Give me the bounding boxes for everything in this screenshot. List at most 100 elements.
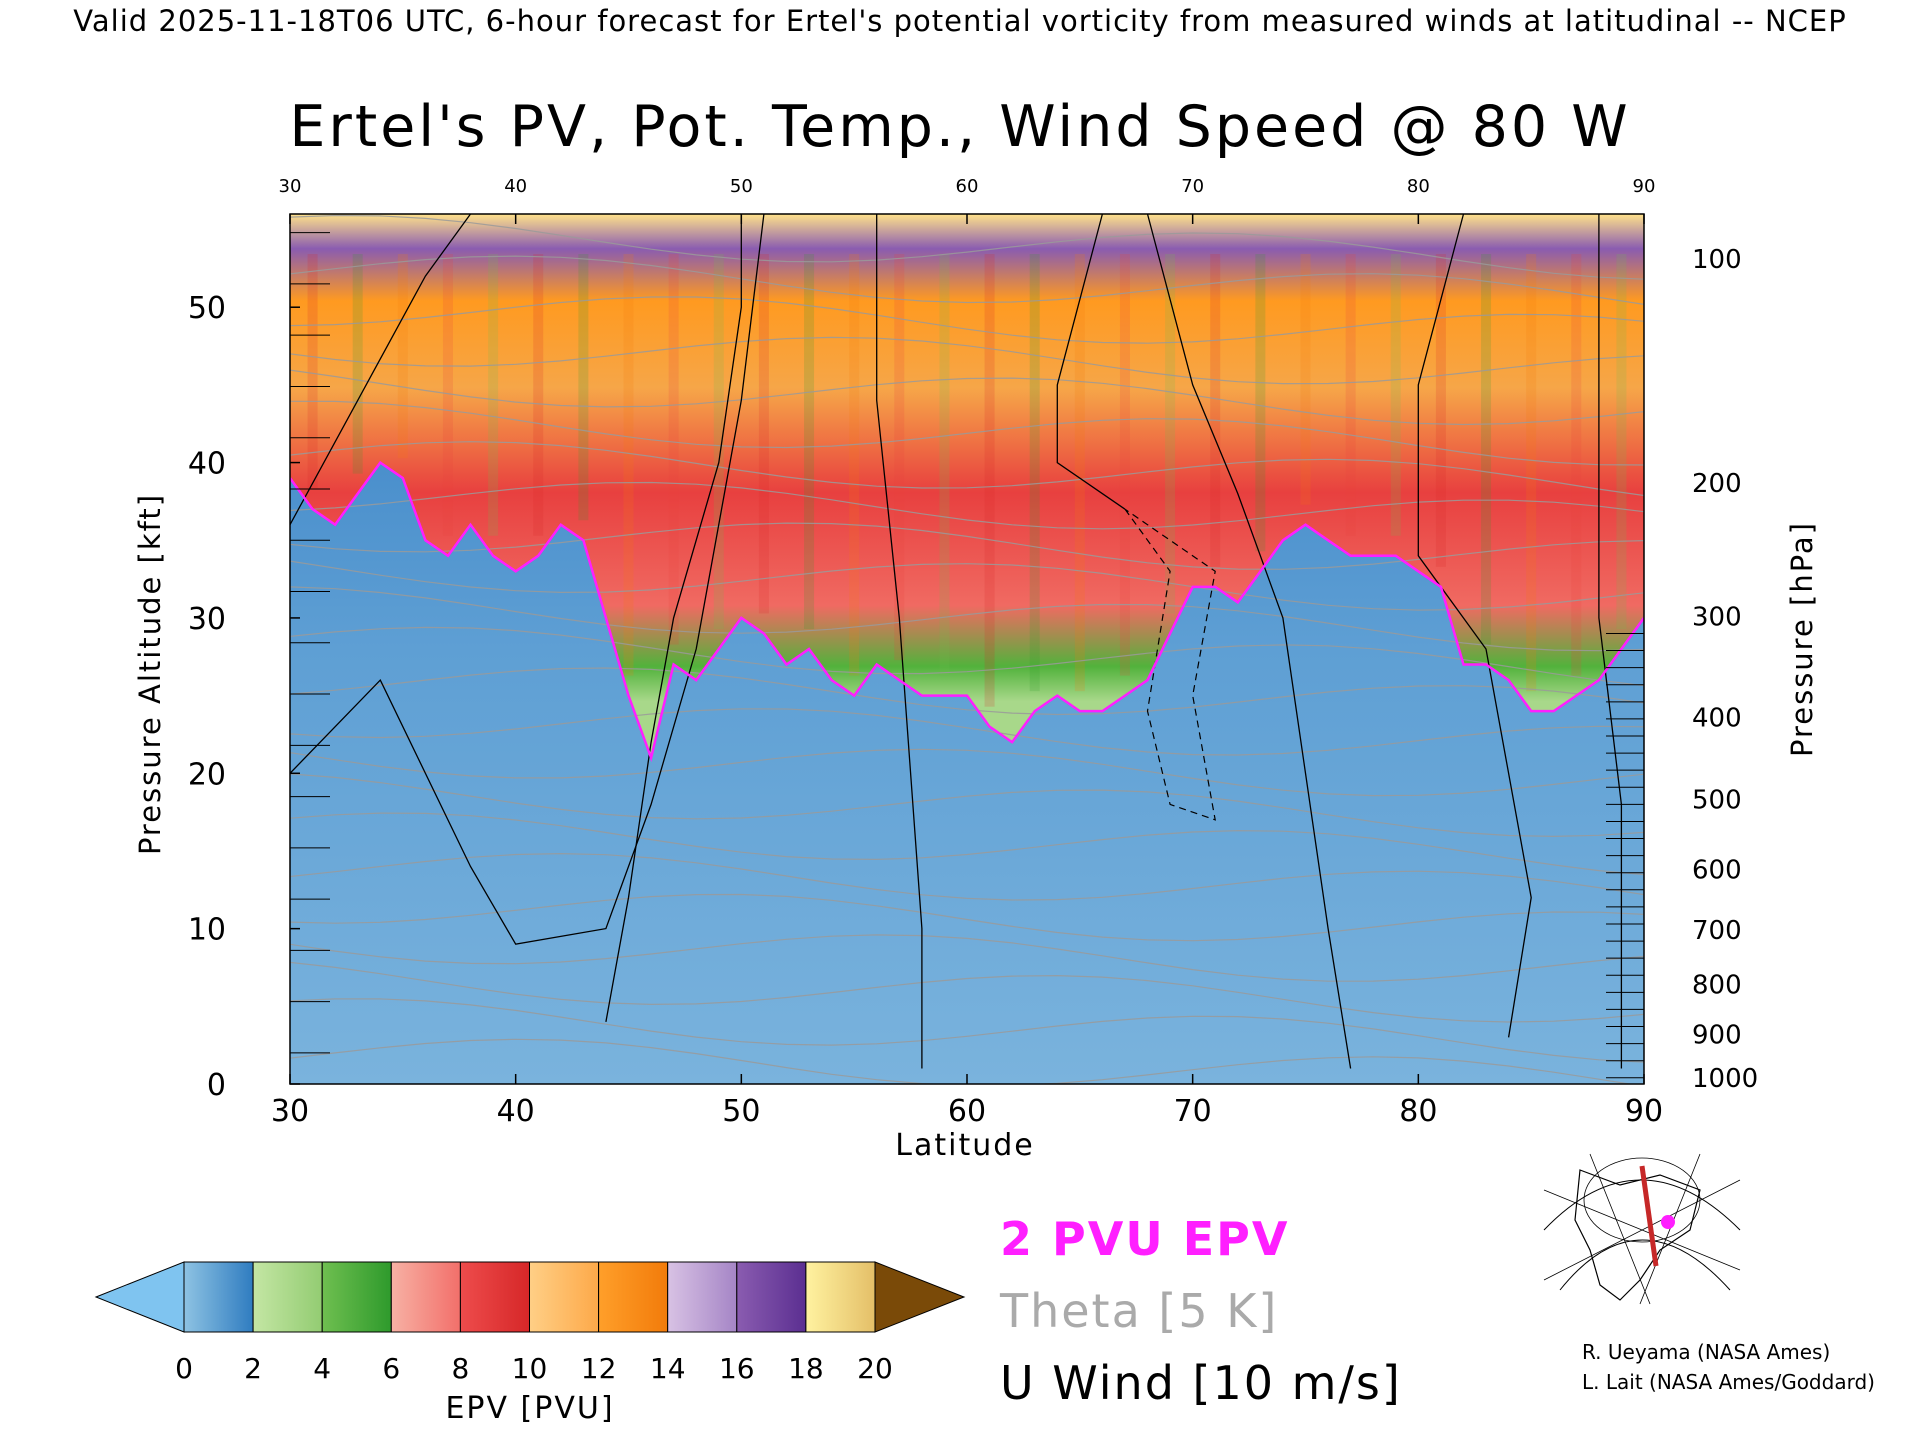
x-tick-label-top: 70 xyxy=(1181,176,1204,197)
strat-texture-stripe xyxy=(623,254,634,676)
strat-texture-stripe xyxy=(668,254,679,645)
y-tick-label: 0 xyxy=(207,1068,226,1103)
colorbar-bin xyxy=(667,1261,738,1333)
theta-contour-line xyxy=(290,1038,1634,1084)
x-tick-label: 30 xyxy=(271,1094,309,1129)
theta-contour-line xyxy=(290,708,1644,756)
strat-texture-stripe xyxy=(804,254,815,629)
credit-line-2: L. Lait (NASA Ames/Goddard) xyxy=(1582,1370,1875,1394)
pressure-tick-label: 600 xyxy=(1692,856,1742,886)
colorbar-label: EPV [PVU] xyxy=(445,1391,614,1426)
theta-contour-line xyxy=(290,560,1644,611)
colorbar-tick-label: 16 xyxy=(719,1352,755,1385)
theta-contour-line xyxy=(290,626,1644,687)
x-tick-label: 60 xyxy=(948,1094,986,1129)
strat-texture-stripe xyxy=(1119,254,1130,676)
forecast-banner: Valid 2025-11-18T06 UTC, 6-hour forecast… xyxy=(73,4,1847,38)
strat-texture-stripe xyxy=(307,254,318,490)
theta-contour-line xyxy=(290,852,1644,901)
strat-texture-stripe xyxy=(1481,254,1492,645)
strat-texture-stripe xyxy=(352,254,363,474)
u-wind-contour-line xyxy=(1598,214,1623,1069)
strat-texture-stripe xyxy=(1074,254,1085,692)
pressure-tick-label: 100 xyxy=(1692,245,1742,275)
u-wind-contours xyxy=(290,214,1623,1069)
colorbar-under-arrow xyxy=(94,1261,185,1333)
u-wind-contour-line xyxy=(1146,214,1352,1069)
colorbar-bin xyxy=(390,1261,461,1333)
section-path-line xyxy=(1639,1165,1659,1267)
u-wind-negative-contour xyxy=(1124,508,1216,821)
strat-texture-stripe xyxy=(1345,254,1356,536)
colorbar-tick-label: 10 xyxy=(512,1352,548,1385)
theta-contour-line xyxy=(290,255,1644,305)
colorbar-bin xyxy=(252,1261,323,1333)
theta-contour-line xyxy=(290,812,1644,876)
strat-texture-stripe xyxy=(939,254,950,676)
y-axis-label-left: Pressure Altitude [kft] xyxy=(133,493,167,855)
u-wind-contour-line xyxy=(290,214,765,945)
strat-texture-stripe xyxy=(1571,254,1582,676)
u-wind-contour-line xyxy=(605,214,742,1023)
locator-map xyxy=(1543,1153,1741,1305)
colorbar-bin xyxy=(459,1261,530,1333)
pressure-tick-label: 800 xyxy=(1692,971,1742,1001)
strat-texture-stripe xyxy=(397,254,408,459)
colorbar-tick-label: 4 xyxy=(313,1352,331,1385)
colorbar-tick-label: 20 xyxy=(857,1352,893,1385)
theta-contour-line xyxy=(290,667,1644,716)
pressure-tick-label: 1000 xyxy=(1692,1064,1758,1094)
chart-title: Ertel's PV, Pot. Temp., Wind Speed @ 80 … xyxy=(289,94,1631,160)
y-tick-label: 50 xyxy=(188,291,226,326)
pv-2-contour xyxy=(290,460,1644,763)
strat-texture-stripe xyxy=(1526,254,1537,692)
theta-contour-line xyxy=(290,336,1644,385)
colorbar-bin xyxy=(805,1261,876,1333)
strat-texture-stripe xyxy=(1616,254,1627,629)
strat-texture-stripe xyxy=(1029,254,1040,692)
y-tick-label: 10 xyxy=(188,913,226,948)
strat-texture-stripe xyxy=(533,254,544,536)
strat-texture-stripe xyxy=(1165,254,1176,614)
theta-contour-line xyxy=(290,773,1644,838)
strat-texture-stripe xyxy=(758,254,769,614)
x-tick-label-top: 60 xyxy=(956,176,979,197)
strat-texture-stripe xyxy=(894,254,905,661)
colorbar-tick-label: 6 xyxy=(382,1352,400,1385)
colorbar-tick-label: 12 xyxy=(581,1352,617,1385)
x-tick-label: 50 xyxy=(722,1094,760,1129)
epv-colorbar: 0 2 4 6 8 10 12 14 16 18 20 xyxy=(94,1261,966,1385)
pressure-tick-label: 900 xyxy=(1692,1020,1742,1050)
colorbar-bin xyxy=(321,1261,392,1333)
pressure-tick-label: 400 xyxy=(1692,703,1742,733)
x-tick-label-top: 90 xyxy=(1633,176,1656,197)
strat-texture-stripe xyxy=(1255,254,1266,552)
u-wind-contour-line xyxy=(290,214,472,526)
x-tick-label: 70 xyxy=(1174,1094,1212,1129)
colorbar-tick-label: 0 xyxy=(175,1352,193,1385)
legend-uwind: U Wind [10 m/s] xyxy=(1000,1356,1402,1410)
theta-contour-line xyxy=(290,214,1644,280)
x-tick-label: 40 xyxy=(497,1094,535,1129)
y-tick-label: 30 xyxy=(188,602,226,637)
x-tick-label: 90 xyxy=(1625,1094,1663,1129)
legend-pv: 2 PVU EPV xyxy=(1000,1212,1290,1266)
strat-texture-stripe xyxy=(849,254,860,676)
y-tick-label: 40 xyxy=(188,447,226,482)
strat-texture-stripe xyxy=(578,254,589,521)
x-tick-label: 80 xyxy=(1399,1094,1437,1129)
u-wind-contour-line xyxy=(1056,214,1126,510)
colorbar-tick-label: 8 xyxy=(451,1352,469,1385)
theta-contour-line xyxy=(290,748,1644,797)
strat-texture-stripe xyxy=(984,254,995,707)
pressure-tick-label: 200 xyxy=(1692,469,1742,499)
y-tick-label: 20 xyxy=(188,757,226,792)
strat-texture-stripe xyxy=(442,254,453,536)
x-tick-label-top: 50 xyxy=(730,176,753,197)
pressure-tick-label: 700 xyxy=(1692,916,1742,946)
theta-contour-line xyxy=(290,934,1644,982)
u-wind-contour-line xyxy=(1417,214,1532,1038)
theta-contour-line xyxy=(290,586,1644,652)
x-axis-label: Latitude xyxy=(895,1128,1034,1163)
